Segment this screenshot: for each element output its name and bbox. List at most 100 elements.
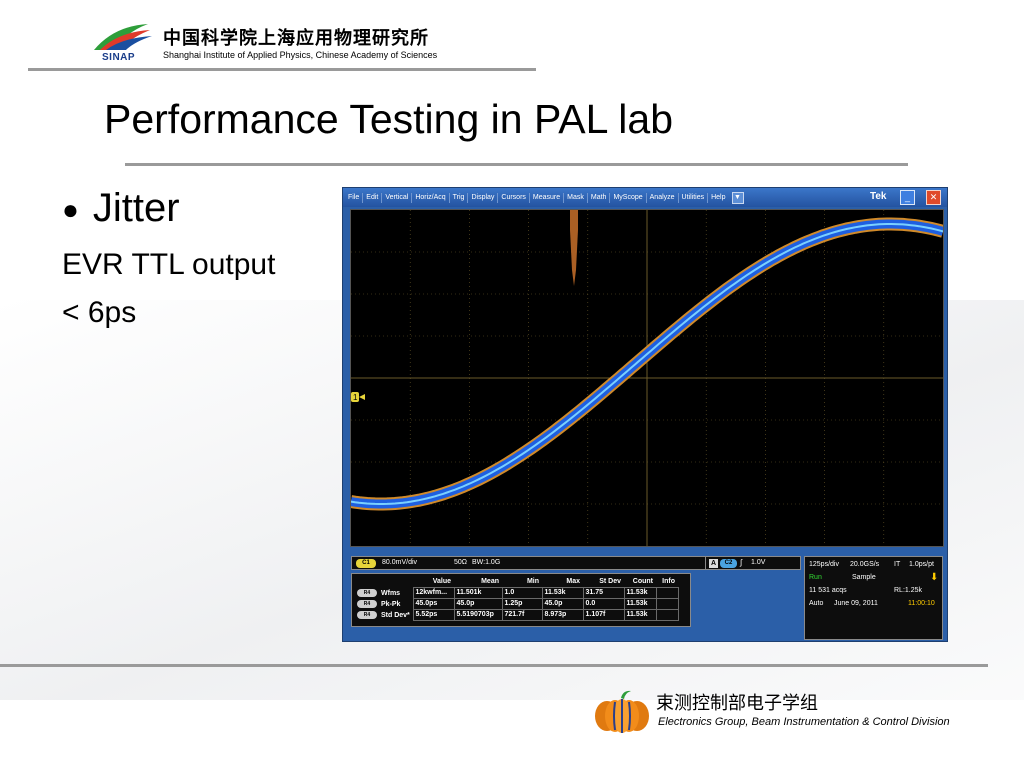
menu-measure[interactable]: Measure [530,192,565,203]
menu-dropdown-button[interactable]: ▼ [731,191,744,204]
cell-max: 45.0p [541,597,584,610]
column-header: St Dev [599,578,621,586]
cell-stdev: 0.0 [582,597,625,610]
measurement-badge: R4 [357,588,377,597]
menu-myscope[interactable]: MyScope [610,192,647,203]
pumpkin-logo-icon [595,690,649,733]
close-button[interactable]: ✕ [926,190,941,205]
trigger-spike [570,210,578,286]
measurement-name: Wfms [381,589,401,597]
column-header: Count [632,578,653,586]
footer-divider [0,664,988,667]
cell-min: 1.0 [501,586,543,599]
cell-mean: 5.5190703p [453,608,503,621]
menu-math[interactable]: Math [588,192,611,203]
text-jitter-value: < 6ps [62,296,137,329]
measurement-table: Value Mean Min Max St Dev Count Info R4 W… [351,573,691,627]
menu-analyze[interactable]: Analyze [647,192,679,203]
column-header: Max [566,578,580,586]
trigger-arrow-icon: ⬇ [930,572,939,583]
ground-marker [351,392,359,402]
cell-value: 45.0ps [412,597,455,610]
acquisition-panel[interactable]: 125ps/div 20.0GS/s IT 1.0ps/pt Run Sampl… [804,556,943,640]
menu-utilities[interactable]: Utilities [679,192,709,203]
text-evr-output: EVR TTL output [62,248,276,281]
time-resolution: 1.0ps/pt [909,561,934,568]
minimize-button[interactable]: _ [900,190,915,205]
trigger-mode-auto: Auto [809,600,824,607]
logo-label: SINAP [102,52,136,63]
horizontal-scale: 125ps/div [809,561,839,568]
column-header: Min [526,578,539,586]
acquisition-date: June 09, 2011 [834,600,878,607]
institute-name-en: Shanghai Institute of Applied Physics, C… [163,50,438,60]
sample-rate: 20.0GS/s [850,561,880,568]
menu-mask[interactable]: Mask [564,192,588,203]
menu-help[interactable]: Help [711,193,726,201]
menu-file[interactable]: File [345,192,364,203]
column-header: Info [662,578,675,586]
acquisition-count: 11 531 acqs [809,587,847,594]
bullet-dot-icon: ● [62,194,79,226]
cell-min: 1.25p [501,597,543,610]
cell-stdev: 1.107f [582,608,625,621]
measurement-badge: R4 [357,610,377,619]
table-row[interactable]: R4 Wfms 12kwfm... 11.501k 1.0 11.53k 31.7… [355,586,679,599]
measurement-name: Pk-Pk [381,600,401,608]
trigger-edge-icon: ∫ [740,558,743,567]
measurement-name: Std Dev* [381,611,410,619]
waveform-svg: 1 [351,210,943,546]
cell-mean: 45.0p [453,597,503,610]
acquisition-time: 11:00:10 [908,600,935,607]
measurement-label: R4 Wfms [355,587,413,598]
record-length: RL:1.25k [894,587,923,594]
menu-cursors[interactable]: Cursors [498,192,530,203]
cell-info [655,608,679,621]
cell-max: 11.53k [541,586,584,599]
channel-impedance: 50Ω [454,559,468,566]
channel-badge[interactable]: C1 [356,559,376,568]
cell-stdev: 31.75 [582,586,625,599]
channel-scale: 80.0mV/div [382,559,418,566]
column-header [355,577,413,587]
column-header: Mean [481,578,499,586]
menu-vertical[interactable]: Vertical [382,192,413,203]
menu-edit[interactable]: Edit [363,192,383,203]
group-name-en: Electronics Group, Beam Instrumentation … [658,716,950,728]
acquisition-mode-it: IT [894,561,901,568]
cell-count: 11.53k [623,597,657,610]
tek-brand: Tek [870,191,887,202]
cell-info [655,597,679,610]
menu-horiz-acq[interactable]: Horiz/Acq [412,192,450,203]
cell-max: 8.973p [541,608,584,621]
measurement-header-row: Value Mean Min Max St Dev Count Info [355,577,678,587]
cell-count: 11.53k [623,608,657,621]
bullet-text: Jitter [92,186,180,230]
run-state: Run [809,574,822,581]
group-name-cn: 束测控制部电子学组 [656,693,818,714]
graticule-grid [351,210,943,546]
scope-menubar: File Edit Vertical Horiz/Acq Trig Displa… [343,188,947,207]
header-divider [28,68,536,71]
menu-display[interactable]: Display [468,192,499,203]
cell-info [655,586,679,599]
cell-count: 11.53k [623,586,657,599]
cell-value: 12kwfm... [412,586,455,599]
trigger-readout[interactable]: A C2 ∫ 1.0V [705,556,801,570]
institute-name-cn: 中国科学院上海应用物理研究所 [163,28,429,49]
ground-arrow-icon [359,394,365,400]
waveform-display: 1 [350,209,944,547]
trigger-source: C2 [720,559,737,568]
cell-mean: 11.501k [453,586,503,599]
menu-trig[interactable]: Trig [450,192,469,203]
ground-marker-label: 1 [353,393,358,402]
trigger-level: 1.0V [751,559,766,566]
table-row[interactable]: R4 Pk-Pk 45.0ps 45.0p 1.25p 45.0p 0.0 11.… [355,597,679,610]
cell-value: 5.52ps [412,608,455,621]
sample-mode: Sample [852,574,876,581]
trigger-mode: A [709,559,718,568]
channel-bandwidth: BW:1.0G [472,559,501,566]
table-row[interactable]: R4 Std Dev* 5.52ps 5.5190703p 721.7f 8.97… [355,608,679,621]
measurement-label: R4 Pk-Pk [355,598,413,609]
bullet-jitter: ● Jitter [62,186,180,231]
